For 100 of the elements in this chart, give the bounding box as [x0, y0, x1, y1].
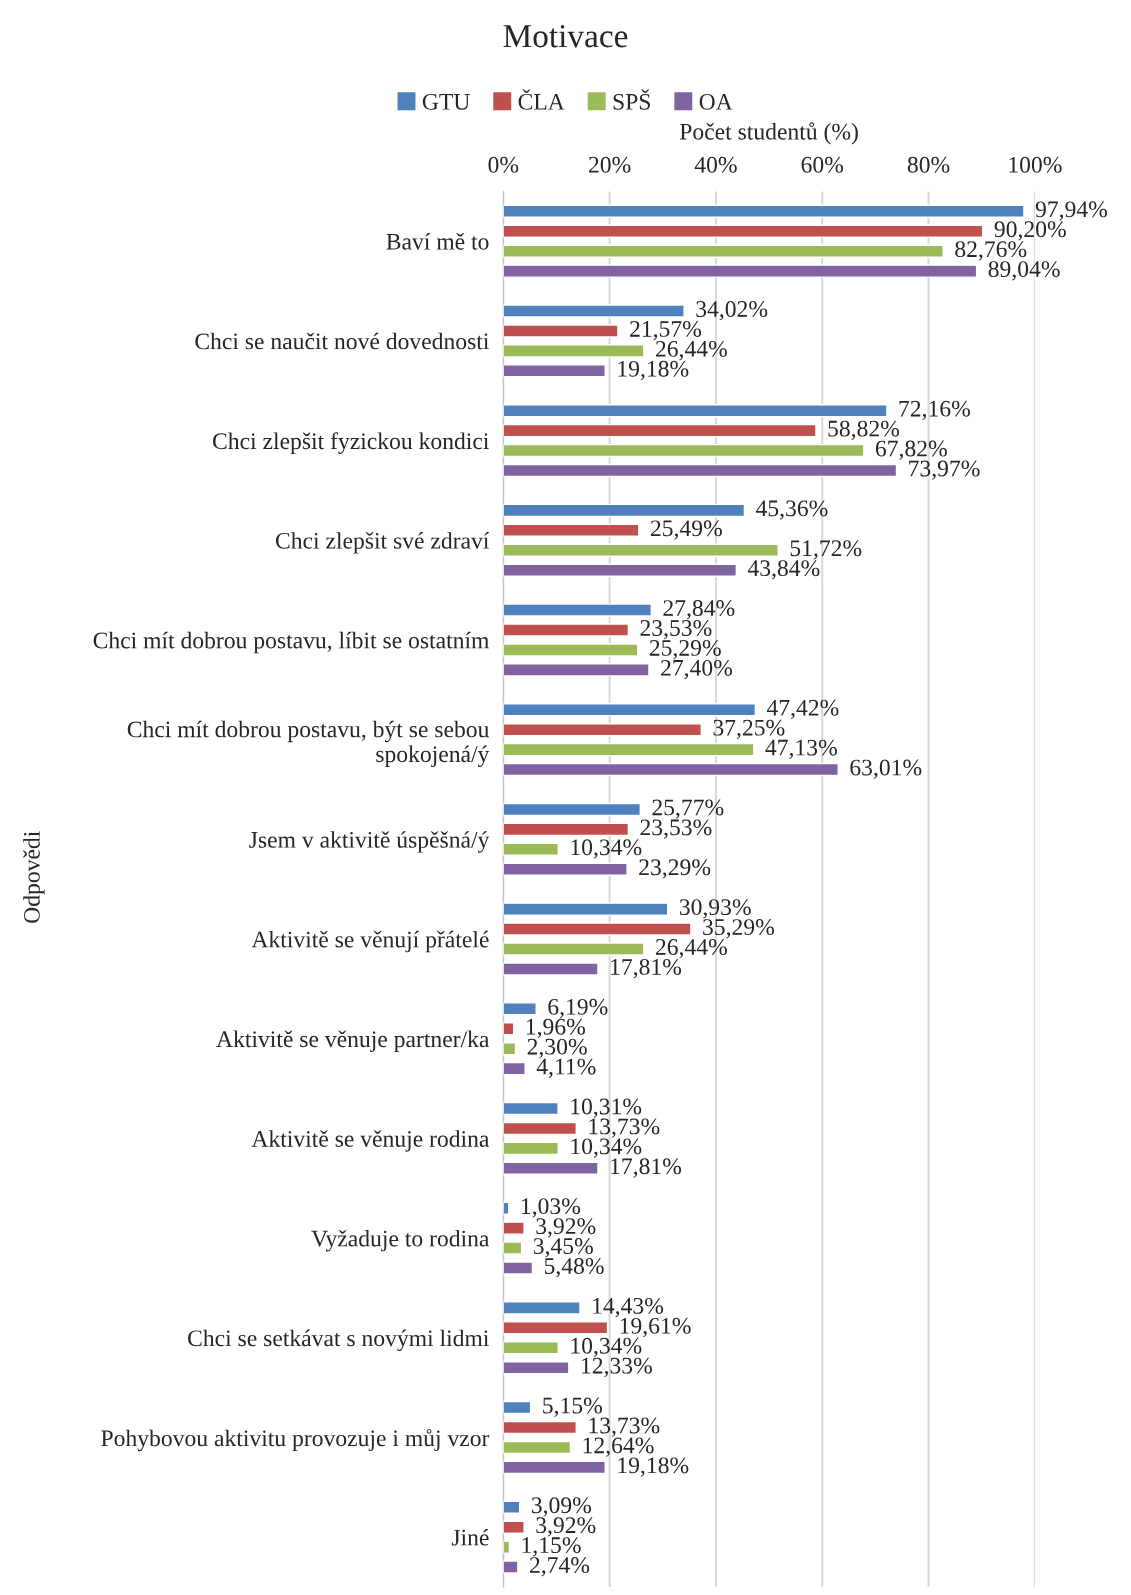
data-label: 97,94%: [1035, 201, 1108, 221]
data-label: 23,29%: [639, 859, 711, 879]
data-label: 25,49%: [650, 520, 722, 540]
data-label: 6,19%: [548, 998, 608, 1019]
bar: [503, 1301, 581, 1315]
bar: [503, 543, 779, 557]
bar: [503, 902, 669, 916]
data-label: 19,61%: [620, 1317, 691, 1338]
bar: [503, 344, 645, 358]
data-label: 12,33%: [582, 1357, 652, 1378]
bar: [503, 1341, 559, 1355]
data-label: 17,81%: [611, 958, 682, 979]
bar: [503, 623, 630, 637]
data-label: 4,11%: [536, 1058, 596, 1078]
bar: [503, 1221, 525, 1235]
bar: [503, 1460, 606, 1475]
data-label: 10,34%: [571, 839, 642, 859]
data-label: 27,84%: [663, 600, 735, 620]
data-label: 72,16%: [899, 400, 970, 421]
bar: [503, 463, 898, 478]
y-tick-label: Chci se naučit nové dovednosti: [195, 332, 489, 350]
data-label: 2,30%: [527, 1038, 587, 1059]
bar: [503, 1440, 572, 1455]
y-tick-label: Pohybovou aktivitu provozuje i můj vzor: [101, 1428, 490, 1452]
y-tick-label: Baví mě to: [386, 233, 489, 250]
bar: [503, 563, 738, 577]
bar: [503, 364, 606, 378]
bar: [503, 962, 599, 976]
y-tick-label: Chci zlepšit fyzickou kondici: [213, 432, 489, 455]
data-label: 63,01%: [850, 759, 922, 779]
bar: [503, 304, 685, 318]
bar: [503, 1042, 517, 1056]
bar: [503, 264, 978, 278]
bar: [503, 1241, 523, 1255]
chart-title: Motivace: [503, 24, 628, 48]
bar: [503, 1540, 511, 1554]
legend-label: SPŠ: [613, 89, 650, 110]
bar: [503, 742, 755, 757]
data-label: 19,18%: [618, 1457, 689, 1477]
y-axis-title: Odpovědi: [23, 831, 45, 923]
data-label: 12,64%: [583, 1437, 654, 1457]
data-label: 47,13%: [765, 739, 837, 759]
y-tick-label: Jsem v aktivitě úspěšná/ý: [249, 831, 490, 853]
data-label: 13,73%: [589, 1118, 660, 1138]
data-label: 27,40%: [661, 659, 733, 680]
x-tick-label: 0%: [488, 156, 519, 173]
data-label: 35,29%: [703, 919, 774, 939]
data-label: 23,53%: [640, 620, 712, 640]
data-label: 5,15%: [543, 1397, 602, 1417]
bar: [503, 224, 984, 238]
bar: [503, 1500, 521, 1514]
x-tick-label: 20%: [589, 156, 631, 173]
data-label: 13,73%: [589, 1417, 660, 1437]
data-label: 89,04%: [988, 261, 1060, 281]
bar: [503, 1161, 599, 1176]
data-label: 5,48%: [544, 1258, 604, 1278]
bar: [503, 1361, 570, 1375]
bar: [503, 1101, 559, 1116]
y-tick-label: Aktivitě se věnuje rodina: [251, 1130, 490, 1152]
data-label: 37,25%: [713, 719, 785, 740]
bar: [503, 404, 888, 418]
bar: [503, 862, 628, 876]
data-label: 17,81%: [611, 1158, 682, 1178]
data-label: 3,45%: [533, 1238, 593, 1258]
data-label: 10,34%: [571, 1138, 642, 1158]
data-label: 3,09%: [531, 1497, 592, 1517]
data-label: 1,03%: [521, 1198, 581, 1218]
x-tick-label: 80%: [907, 156, 950, 173]
bar: [503, 842, 559, 857]
bar: [503, 503, 746, 518]
bar: [503, 523, 640, 538]
bar: [503, 643, 639, 657]
x-axis-title: Počet studentů (%): [679, 122, 858, 145]
data-label: 3,92%: [536, 1517, 596, 1537]
data-label: 82,76%: [955, 241, 1027, 261]
data-label: 14,43%: [593, 1297, 664, 1318]
bar: [503, 1400, 532, 1415]
y-tick-label: Chci mít dobrou postavu, líbit se ostatním: [93, 631, 490, 654]
bar: [503, 1141, 559, 1156]
bar: [503, 1121, 577, 1136]
data-label: 67,82%: [875, 440, 947, 460]
bar: [503, 822, 630, 837]
data-label: 30,93%: [679, 899, 751, 919]
legend-label: ČLA: [518, 89, 565, 110]
legend-label: GTU: [422, 93, 470, 110]
data-label: 90,20%: [994, 221, 1066, 241]
y-tick-label: Aktivitě se věnují přátelé: [251, 930, 489, 953]
data-label: 34,02%: [696, 301, 768, 321]
data-label: 47,42%: [766, 699, 839, 720]
bar: [503, 603, 652, 617]
legend-label: OA: [699, 93, 733, 110]
data-label: 1,15%: [522, 1537, 581, 1557]
data-label: 10,34%: [571, 1337, 642, 1358]
x-tick-label: 60%: [801, 156, 844, 173]
bar: [503, 1061, 526, 1076]
data-label: 21,57%: [630, 320, 702, 341]
bar: [503, 1520, 525, 1534]
bar: [503, 204, 1025, 219]
bar: [503, 663, 650, 677]
data-label: 2,74%: [530, 1557, 590, 1577]
